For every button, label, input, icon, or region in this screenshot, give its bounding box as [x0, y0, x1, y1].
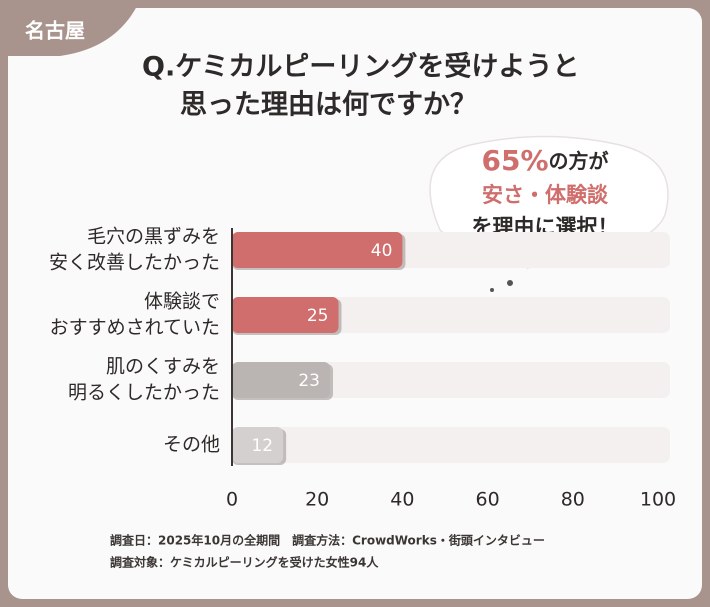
value-label: 12 — [251, 436, 273, 456]
tag-shape — [0, 0, 140, 56]
bar — [232, 427, 284, 463]
bubble-dot — [490, 288, 494, 292]
title: Q.ケミカルピーリングを受けようと — [142, 51, 579, 83]
bubble-line: 65%の方が — [481, 144, 608, 177]
value-label: 40 — [371, 241, 393, 261]
x-tick-label: 100 — [640, 489, 676, 511]
bubble-dot — [507, 280, 513, 286]
bubble-highlight: 65% — [481, 144, 548, 177]
bar — [232, 362, 330, 398]
category-label: その他 — [163, 434, 220, 456]
note: 調査日：2025年10月の全期間 調査方法：CrowdWorks・街頭インタビュ… — [110, 533, 545, 548]
note: 調査対象：ケミカルピーリングを受けた女性94人 — [110, 555, 379, 570]
value-label: 25 — [307, 306, 329, 326]
track — [232, 427, 670, 463]
x-tick-label: 0 — [226, 489, 238, 511]
title: 思った理由は何ですか？ — [180, 90, 477, 121]
bubble-line: 安さ・体験談 — [482, 183, 609, 207]
tag: 名古屋 — [25, 19, 85, 43]
bar — [232, 297, 339, 333]
track — [232, 362, 670, 398]
category-label: 安く改善したかった — [49, 252, 220, 274]
category-label: おすすめされていた — [50, 317, 220, 339]
x-tick-label: 60 — [476, 489, 500, 511]
x-tick-label: 80 — [561, 489, 585, 511]
x-tick-label: 20 — [305, 489, 329, 511]
bubble-text: の方が — [549, 149, 609, 173]
value-label: 23 — [298, 371, 320, 391]
x-tick-label: 40 — [390, 489, 414, 511]
category-label: 肌のくすみを — [106, 356, 220, 378]
bar — [232, 232, 403, 268]
category-label: 体験談で — [144, 291, 220, 313]
category-label: 毛穴の黒ずみを — [87, 226, 220, 248]
category-label: 明るくしたかった — [68, 382, 220, 404]
